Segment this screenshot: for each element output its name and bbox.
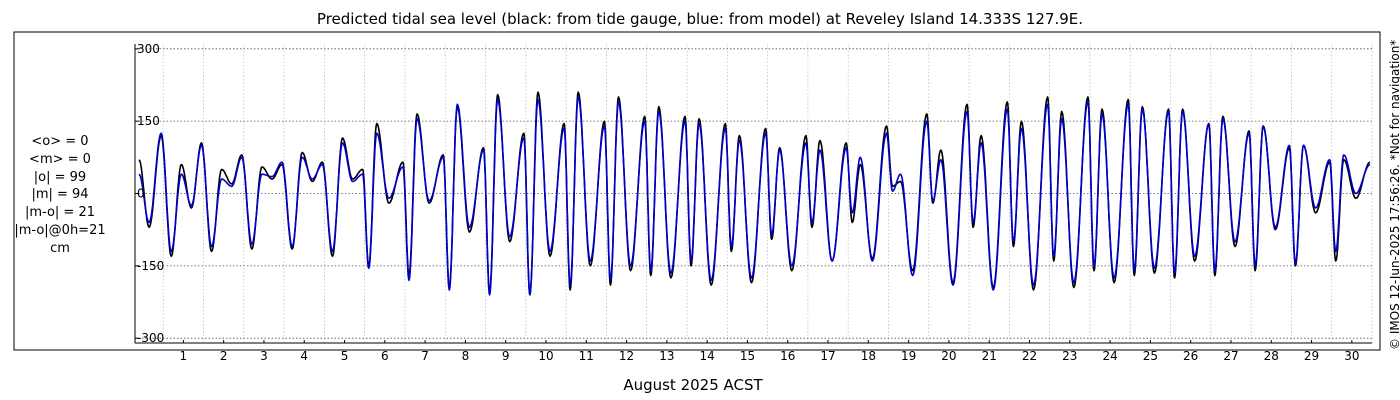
y-tick-label: -150: [137, 259, 164, 273]
x-tick-label: 29: [1304, 349, 1319, 363]
x-tick-label: 2: [220, 349, 228, 363]
x-tick-label: 10: [538, 349, 553, 363]
stats-mean-obs: <o> = 0: [31, 134, 89, 149]
x-tick-label: 14: [700, 349, 715, 363]
y-tick-label: -300: [137, 331, 164, 345]
x-axis-label: August 2025 ACST: [623, 376, 763, 394]
y-tick-label: 300: [137, 42, 160, 56]
series-line-model: [138, 96, 1371, 296]
stats-abs-model: |m| = 94: [31, 187, 89, 203]
stats-mean-model: <m> = 0: [29, 151, 91, 167]
x-tick-label: 26: [1183, 349, 1198, 363]
stats-abs-diff-0h: |m-o|@0h=21: [14, 222, 106, 238]
x-tick-label: 1: [180, 349, 188, 363]
x-tick-label: 13: [659, 349, 674, 363]
y-tick-label: 0: [137, 187, 145, 201]
x-tick-label: 19: [901, 349, 916, 363]
x-tick-label: 12: [619, 349, 634, 363]
x-tick-label: 20: [941, 349, 956, 363]
x-tick-label: 8: [462, 349, 470, 363]
series-group: [138, 91, 1371, 296]
x-tick-label: 4: [300, 349, 308, 363]
x-tick-label: 7: [421, 349, 429, 363]
stats-unit: cm: [50, 240, 70, 256]
stats-abs-diff: |m-o| = 21: [24, 205, 95, 221]
chart-title: Predicted tidal sea level (black: from t…: [316, 10, 1084, 28]
axes: [134, 44, 1372, 344]
x-tick-label: 30: [1344, 349, 1359, 363]
x-tick-label: 25: [1143, 349, 1158, 363]
x-tick-label: 3: [260, 349, 268, 363]
x-tick-label: 16: [780, 349, 795, 363]
x-tick-label: 11: [579, 349, 594, 363]
plot-area: [135, 44, 1372, 343]
x-tick-label: 24: [1102, 349, 1117, 363]
x-tick-label: 15: [740, 349, 755, 363]
grid-lines: [135, 44, 1373, 343]
stats-abs-obs: |o| = 99: [33, 169, 87, 185]
x-tick-label: 27: [1223, 349, 1238, 363]
stats-panel: <o> = 0 <m> = 0 |o| = 99 |m| = 94 |m-o| …: [4, 133, 116, 258]
x-tick-label: 18: [861, 349, 876, 363]
x-tick-label: 23: [1062, 349, 1077, 363]
x-tick-label: 28: [1264, 349, 1279, 363]
legend-box: [13, 31, 1381, 351]
x-tick-label: 17: [820, 349, 835, 363]
x-tick-label: 21: [982, 349, 997, 363]
x-tick-label: 9: [502, 349, 510, 363]
x-tick-label: 22: [1022, 349, 1037, 363]
y-tick-label: 150: [137, 114, 160, 128]
x-tick-label: 6: [381, 349, 389, 363]
x-tick-label: 5: [341, 349, 349, 363]
